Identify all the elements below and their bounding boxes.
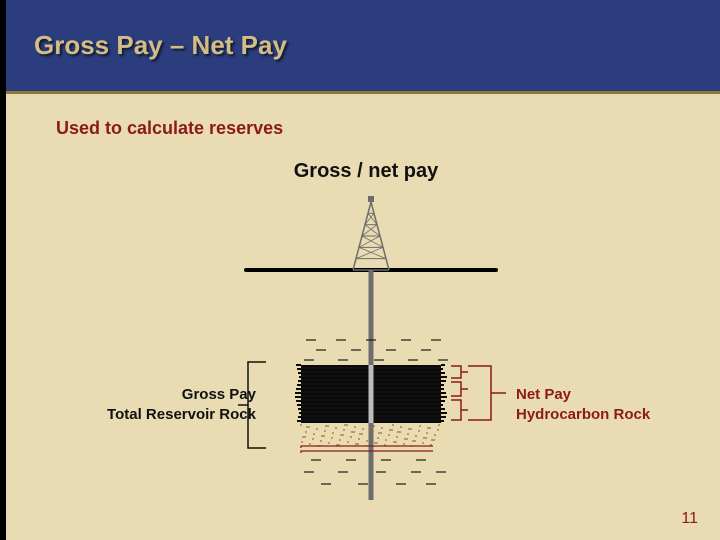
diagram-title: Gross / net pay <box>6 160 720 183</box>
gross-pay-line1: Gross Pay <box>182 386 256 403</box>
gross-pay-label: Gross Pay Total Reservoir Rock <box>76 385 256 426</box>
gross-pay-line2: Total Reservoir Rock <box>107 406 256 423</box>
subtitle: Used to calculate reserves <box>56 118 283 139</box>
net-pay-label: Net Pay Hydrocarbon Rock <box>516 385 686 426</box>
slide-title: Gross Pay – Net Pay <box>34 30 287 61</box>
slide: Gross Pay – Net Pay Used to calculate re… <box>0 0 720 540</box>
reservoir-diagram: Gross Pay Total Reservoir Rock Net Pay H… <box>6 190 720 510</box>
title-bar: Gross Pay – Net Pay <box>6 0 720 94</box>
net-pay-line2: Hydrocarbon Rock <box>516 406 650 423</box>
net-pay-line1: Net Pay <box>516 386 571 403</box>
page-number: 11 <box>681 510 698 528</box>
diagram-svg <box>6 190 720 510</box>
